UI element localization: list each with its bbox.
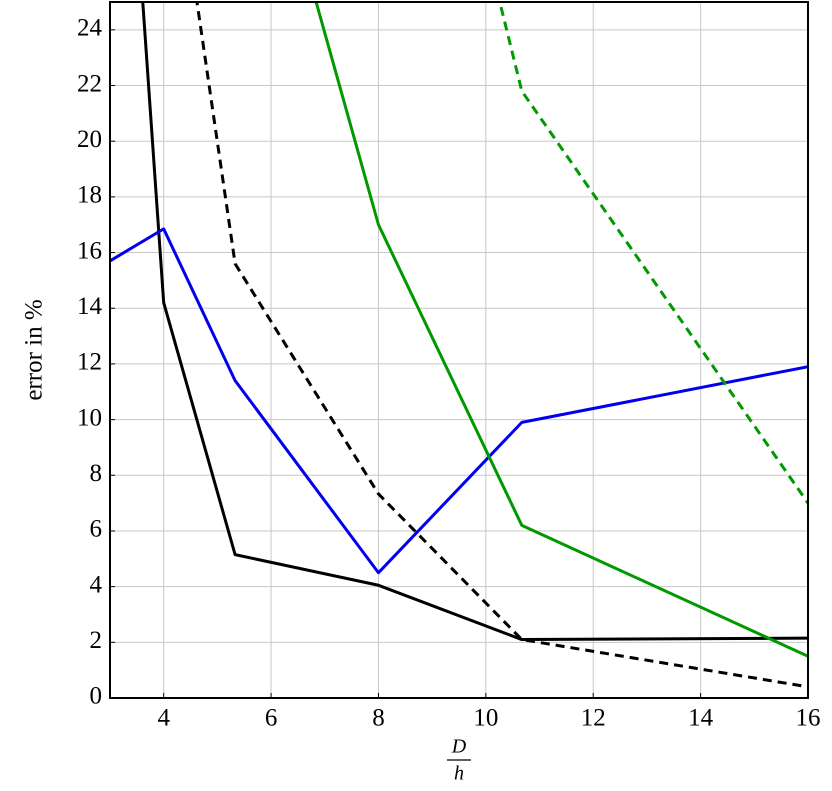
y-tick-label: 10 <box>77 404 102 431</box>
x-tick-label: 8 <box>372 705 385 732</box>
series-line <box>498 2 808 504</box>
y-tick-label: 2 <box>90 627 103 654</box>
x-axis-label-numerator: D <box>451 736 467 758</box>
y-tick-label: 8 <box>90 460 103 487</box>
y-tick-label: 14 <box>77 293 103 320</box>
series-line <box>195 2 808 689</box>
y-tick-label: 20 <box>77 126 102 153</box>
x-tick-label: 10 <box>473 705 498 732</box>
x-tick-label: 4 <box>157 705 170 732</box>
y-tick-label: 18 <box>77 182 102 209</box>
plot-frame <box>109 1 809 699</box>
x-tick-label: 16 <box>796 705 821 732</box>
x-axis-label-denominator: h <box>454 763 464 785</box>
y-tick-label: 24 <box>77 15 103 42</box>
series-line <box>141 2 808 642</box>
grid <box>110 2 809 699</box>
x-tick-label: 12 <box>581 705 606 732</box>
y-tick-label: 12 <box>77 349 102 376</box>
y-tick-label: 16 <box>77 237 102 264</box>
y-axis-label: error in % <box>21 299 48 400</box>
y-tick-label: 22 <box>77 70 102 97</box>
y-tick-label: 0 <box>90 683 103 710</box>
y-tick-label: 4 <box>90 571 103 598</box>
series-line <box>314 2 808 658</box>
lines <box>110 2 808 689</box>
series-line <box>110 227 808 575</box>
y-tick-label: 6 <box>90 516 103 543</box>
x-tick-label: 6 <box>265 705 278 732</box>
x-tick-label: 14 <box>688 705 714 732</box>
